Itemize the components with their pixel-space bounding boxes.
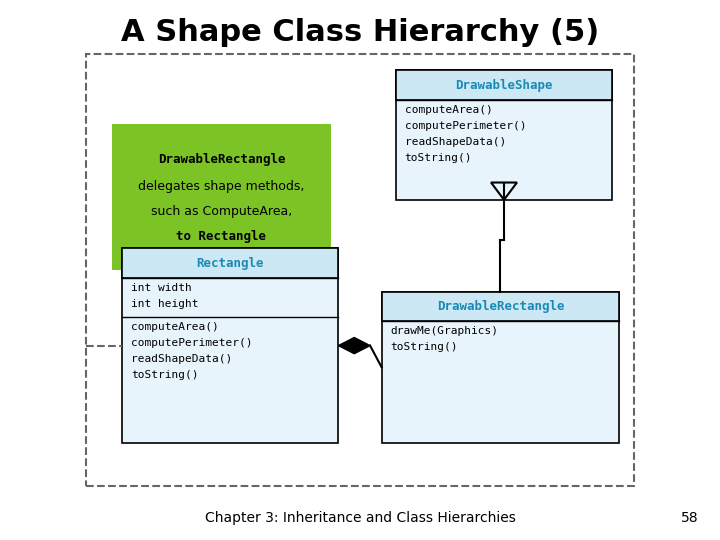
Bar [122,248,338,278]
Bar [396,70,612,200]
Bar [396,70,612,100]
Text: readShapeData(): readShapeData() [131,354,233,364]
Text: to Rectangle: to Rectangle [176,230,266,243]
Text: DrawableRectangle: DrawableRectangle [436,300,564,313]
Text: computeArea(): computeArea() [405,105,492,114]
Text: delegates shape methods,: delegates shape methods, [138,180,305,193]
Text: toString(): toString() [131,370,199,380]
Text: int width: int width [131,283,192,293]
Text: readShapeData(): readShapeData() [405,137,506,147]
Text: DrawableShape: DrawableShape [455,78,553,92]
Polygon shape [338,338,370,354]
Bar [112,124,331,270]
Bar [122,248,338,443]
Text: computePerimeter(): computePerimeter() [131,338,253,348]
Text: computePerimeter(): computePerimeter() [405,121,526,131]
Text: Rectangle: Rectangle [197,256,264,270]
Text: toString(): toString() [405,153,472,163]
Text: 58: 58 [681,511,698,525]
Text: Chapter 3: Inheritance and Class Hierarchies: Chapter 3: Inheritance and Class Hierarc… [204,511,516,525]
Bar [382,292,619,321]
Text: drawMe(Graphics): drawMe(Graphics) [390,326,498,336]
Text: A Shape Class Hierarchy (5): A Shape Class Hierarchy (5) [121,18,599,47]
Text: DrawableRectangle: DrawableRectangle [158,153,285,166]
Text: computeArea(): computeArea() [131,322,219,332]
Bar [382,292,619,443]
Text: toString(): toString() [390,342,458,352]
Bar [86,54,634,486]
Text: such as ComputeArea,: such as ComputeArea, [150,205,292,218]
Text: int height: int height [131,299,199,309]
